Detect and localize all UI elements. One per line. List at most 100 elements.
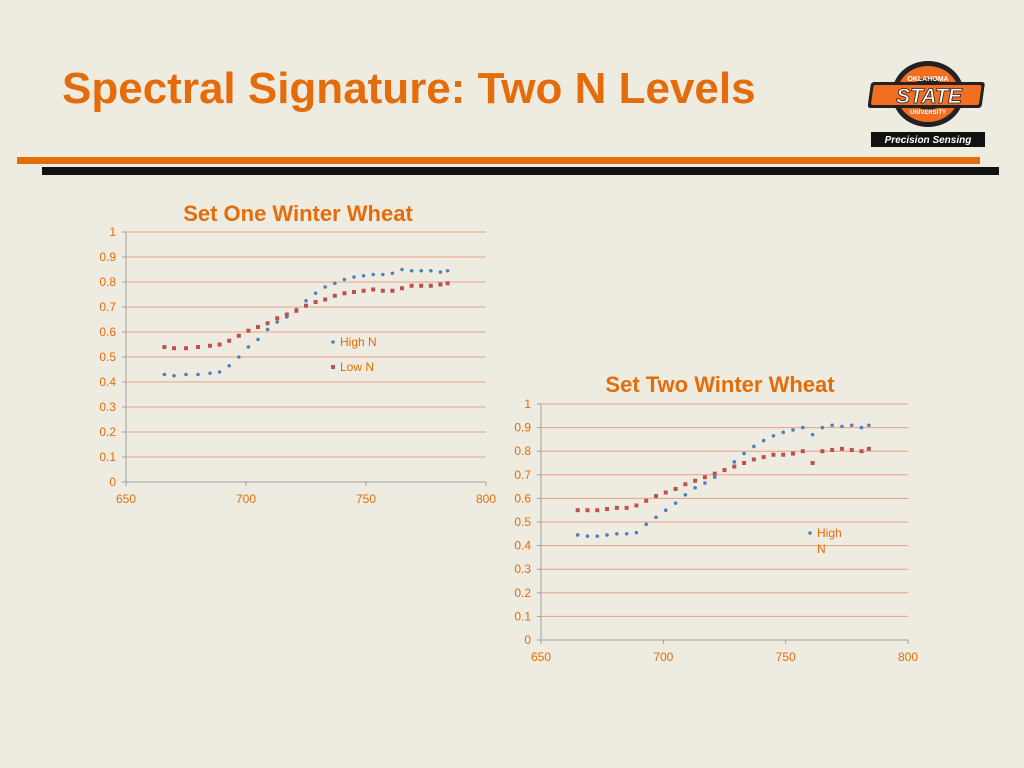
data-point (361, 273, 366, 278)
data-point (409, 283, 414, 288)
x-tick-label: 800 (476, 492, 496, 506)
data-point (634, 530, 639, 535)
data-point (742, 461, 747, 465)
data-point (246, 345, 251, 349)
data-point (615, 532, 619, 536)
data-point (663, 508, 668, 512)
data-point (703, 481, 707, 485)
data-point (751, 457, 756, 462)
y-tick-label: 0.5 (514, 515, 531, 529)
data-point (867, 423, 871, 428)
series-high-n (162, 267, 450, 378)
data-point (605, 507, 610, 512)
data-point (585, 534, 590, 538)
data-point (172, 346, 176, 351)
data-point (673, 486, 678, 491)
data-point (693, 485, 697, 490)
chart-title: Set Two Winter Wheat (605, 372, 835, 397)
data-point (256, 325, 260, 329)
data-point (304, 303, 308, 308)
data-point (791, 428, 795, 432)
logo-main-text: STATE (896, 85, 963, 108)
data-point (810, 432, 815, 437)
legend-marker (331, 365, 335, 369)
x-tick-label: 750 (356, 492, 376, 506)
data-point (624, 505, 629, 510)
data-point (575, 508, 580, 513)
data-point (333, 281, 337, 286)
data-point (361, 288, 366, 293)
osu-logo-icon: OKLAHOMA STATE UNIVERSITY Precision Sens… (868, 54, 988, 150)
x-tick-label: 650 (531, 650, 551, 664)
data-point (771, 434, 776, 438)
chart-1: Set One Winter Wheat 0 0.1 0.2 0.3 0.4 0.5 0.6 0… (99, 201, 496, 506)
data-point (380, 288, 385, 293)
data-point (352, 290, 356, 294)
data-point (196, 372, 200, 377)
data-point (381, 272, 385, 277)
data-point (791, 451, 796, 456)
data-point (323, 285, 328, 289)
data-point (712, 475, 717, 479)
data-point (683, 482, 688, 487)
data-point (208, 371, 212, 376)
data-point (605, 533, 609, 537)
data-point (693, 478, 698, 483)
data-point (752, 444, 756, 449)
data-point (227, 338, 232, 343)
y-tick-label: 0.7 (99, 300, 116, 314)
series-high-n (575, 423, 871, 538)
y-tick-label: 0.2 (514, 586, 531, 600)
data-point (830, 448, 835, 453)
data-point (352, 275, 356, 279)
y-tick-label: 0.3 (514, 562, 531, 576)
data-point (342, 291, 347, 296)
y-tick-label: 0.5 (99, 350, 116, 364)
data-point (429, 268, 433, 273)
data-point (390, 271, 395, 276)
slide-title: Spectral Signature: Two N Levels (62, 64, 756, 113)
data-point (162, 345, 167, 349)
y-tick-label: 0.1 (514, 609, 531, 623)
data-point (400, 267, 404, 272)
data-point (428, 283, 433, 288)
data-point (654, 515, 658, 520)
y-tick-label: 0.1 (99, 450, 116, 464)
x-tick-label: 700 (236, 492, 256, 506)
data-point (810, 461, 815, 465)
y-tick-label: 0.8 (99, 275, 116, 289)
data-point (196, 345, 200, 349)
data-point (761, 438, 766, 443)
data-point (438, 270, 443, 274)
data-point (624, 532, 629, 536)
data-point (839, 446, 844, 451)
data-point (217, 342, 222, 347)
x-tick-label: 700 (653, 650, 673, 664)
data-point (217, 370, 222, 374)
data-point (781, 430, 786, 435)
y-tick-label: 0.4 (514, 539, 531, 553)
data-point (702, 475, 707, 480)
data-point (371, 287, 376, 292)
y-tick-label: 0.4 (99, 375, 116, 389)
logo-top-text: OKLAHOMA (907, 76, 948, 83)
y-tick-label: 1 (109, 225, 116, 239)
data-point (800, 449, 805, 454)
y-tick-label: 0.6 (514, 491, 531, 505)
data-point (172, 373, 176, 378)
x-tick-label: 650 (116, 492, 136, 506)
data-point (820, 425, 825, 430)
y-tick-label: 1 (524, 397, 531, 411)
data-point (256, 337, 260, 342)
data-point (445, 281, 450, 286)
title-underline-black (42, 167, 999, 175)
data-point (390, 288, 395, 293)
y-tick-label: 0.9 (514, 421, 531, 435)
legend-marker (808, 531, 812, 535)
data-point (275, 320, 280, 324)
y-tick-label: 0.7 (514, 468, 531, 482)
data-point (595, 534, 600, 538)
data-point (859, 425, 864, 430)
data-point (445, 268, 450, 273)
